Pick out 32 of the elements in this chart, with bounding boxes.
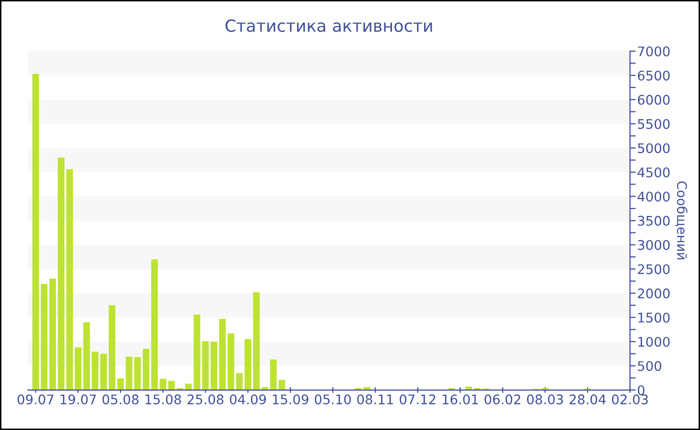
- y-tick-label: 6500: [638, 70, 670, 81]
- chart-title: Статистика активности: [226, 19, 432, 32]
- y-tick-label: 4500: [638, 167, 670, 178]
- x-tick-label: 15.08: [146, 394, 181, 404]
- x-tick-label: 25.08: [188, 394, 224, 404]
- x-tick-label: 02.03: [612, 394, 648, 404]
- x-tick-label: 09.07: [18, 394, 54, 404]
- y-tick-label: 3000: [638, 240, 670, 250]
- y-tick-label: 5500: [638, 119, 670, 129]
- x-tick-label: 06.02: [484, 394, 520, 404]
- y-tick-label: 1500: [638, 312, 670, 323]
- x-tick-label: 05.08: [102, 394, 139, 404]
- y-tick-label: 500: [638, 361, 662, 372]
- x-tick-label: 07.12: [400, 394, 436, 404]
- y-axis-title: Сообщений: [675, 181, 688, 260]
- x-tick-label: 28.04: [570, 394, 606, 404]
- y-tick-label: 5000: [638, 143, 670, 154]
- x-tick-label: 05.10: [314, 394, 351, 404]
- x-tick-label: 15.09: [272, 394, 308, 404]
- y-tick-label: 4000: [638, 192, 670, 202]
- y-tick-label: 2000: [638, 288, 670, 298]
- y-tick-label: 3500: [638, 216, 670, 226]
- x-tick-label: 08.03: [527, 394, 563, 404]
- y-tick-label: 6000: [638, 94, 670, 105]
- x-tick-label: 08.11: [357, 394, 393, 404]
- x-tick-label: 04.09: [230, 394, 266, 404]
- y-tick-label: 0: [638, 385, 644, 396]
- y-tick-label: 1000: [638, 336, 670, 347]
- x-tick-label: 19.07: [60, 394, 96, 404]
- y-tick-label: 2500: [638, 264, 670, 274]
- x-tick-label: 16.01: [442, 394, 478, 404]
- y-tick-label: 7000: [638, 46, 670, 56]
